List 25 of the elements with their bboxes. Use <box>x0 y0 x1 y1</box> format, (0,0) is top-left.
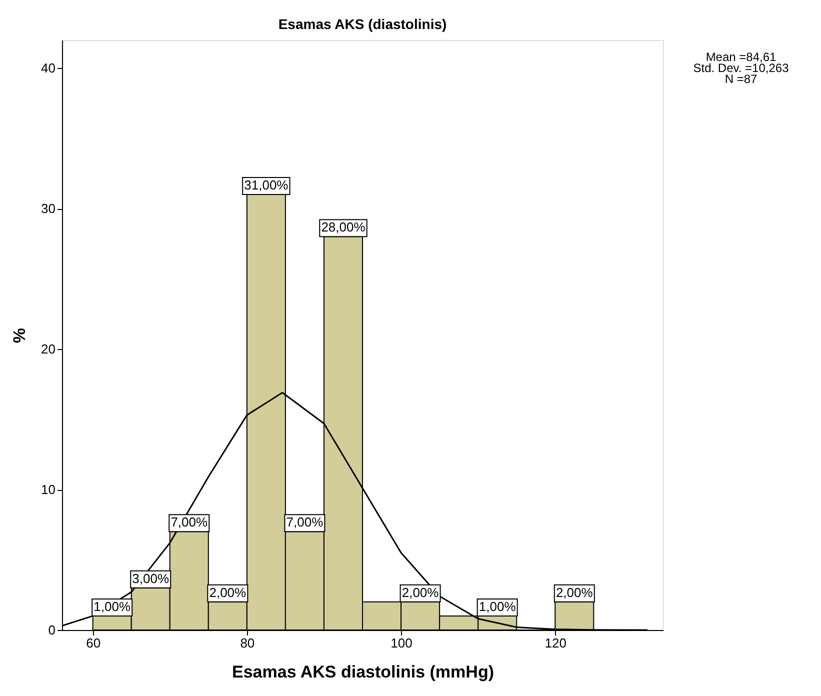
data-label: 1,00% <box>478 598 516 614</box>
y-tick-label: 0 <box>48 622 56 638</box>
y-tick-label: 10 <box>41 482 56 498</box>
x-tick-label: 120 <box>544 636 566 650</box>
x-tick-label: 100 <box>390 636 412 650</box>
text: N =87 <box>724 72 758 86</box>
data-label: 1,00% <box>94 598 131 614</box>
x-tick-label: 60 <box>86 636 101 650</box>
y-tick-label: 30 <box>41 201 56 216</box>
x-axis-title: Esamas AKS diastolinis (mmHg) <box>232 662 494 682</box>
data-label: 31,00% <box>244 178 289 193</box>
data-label: 28,00% <box>321 220 366 235</box>
data-label: 3,00% <box>132 570 170 586</box>
y-tick-label: 40 <box>41 60 56 76</box>
text: Std. Dev. =10,263 <box>693 61 790 75</box>
y-tick-label: 20 <box>41 342 56 357</box>
data-label: 2,00% <box>209 584 247 600</box>
chart-title: Esamas AKS (diastolinis) <box>278 16 447 32</box>
x-tick-label: 80 <box>240 636 255 650</box>
data-label: 7,00% <box>170 514 208 530</box>
text: Mean =84,61 <box>706 50 777 64</box>
data-label: 2,00% <box>402 584 440 600</box>
data-label: 2,00% <box>556 584 594 600</box>
data-label: 7,00% <box>286 514 324 530</box>
y-axis-title: % <box>10 328 30 344</box>
